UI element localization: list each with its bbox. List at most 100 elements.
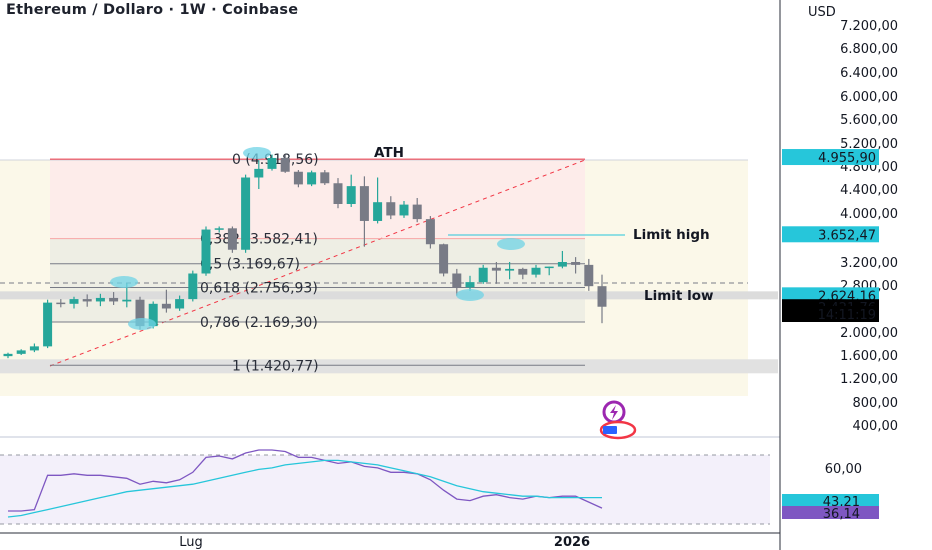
fib-level-label: 0,618 (2.756,93) xyxy=(200,281,318,297)
candle-body xyxy=(557,262,567,267)
fib-level-label: 1 (1.420,77) xyxy=(232,358,319,374)
candle-body xyxy=(333,183,343,204)
candle-body xyxy=(188,273,198,300)
candle-body xyxy=(307,172,317,185)
candle-body xyxy=(161,303,171,309)
highlight-marker xyxy=(456,289,484,301)
chart-icons[interactable] xyxy=(599,400,637,440)
price-axis[interactable]: USD 7.200,00 6.800,00 6.400,00 6.000,00 5.600… xyxy=(179,5,898,550)
price-tick-label: 800,00 xyxy=(853,396,899,411)
time-tick-label: Lug xyxy=(179,535,203,550)
rsi-pane xyxy=(0,449,770,525)
highlight-marker xyxy=(110,276,138,288)
rsi-band xyxy=(0,455,770,524)
price-tick-label: 6.000,00 xyxy=(840,90,898,105)
candle-body xyxy=(478,267,488,283)
price-tick-label: 6.800,00 xyxy=(840,42,898,57)
fib-level-label: 0,5 (3.169,67) xyxy=(200,257,300,273)
candle-body xyxy=(214,228,224,230)
chart-title: Ethereum / Dollaro · 1W · Coinbase xyxy=(6,2,299,18)
candle-body xyxy=(597,286,607,307)
candle-body xyxy=(386,202,396,216)
fib-level-label: 0,786 (2.169,30) xyxy=(200,315,318,331)
candle-body xyxy=(16,350,26,354)
candles xyxy=(3,147,607,359)
candle-body xyxy=(280,157,290,172)
highlight-marker xyxy=(243,147,271,159)
candle-body xyxy=(518,268,528,275)
price-tick-label: 7.200,00 xyxy=(840,19,898,34)
annotation-label: ATH xyxy=(374,145,404,161)
price-tick-label: 3.200,00 xyxy=(840,256,898,271)
candle-body xyxy=(465,282,475,288)
price-tick-label: 6.400,00 xyxy=(840,66,898,81)
time-tick-label: 2026 xyxy=(554,535,590,550)
rsi-tick-label: 60,00 xyxy=(825,462,862,477)
price-tick-label: 5.200,00 xyxy=(840,137,898,152)
fib-level-label: 0,382 (3.582,41) xyxy=(200,232,318,248)
limit-low-band xyxy=(0,291,778,300)
price-tick-label: 2.000,00 xyxy=(840,326,898,341)
price-tick-label: 1.200,00 xyxy=(840,372,898,387)
annotations: ATH Limit high Limit low xyxy=(374,145,713,304)
price-tag xyxy=(782,149,879,166)
fib-zone-top xyxy=(50,159,585,239)
rsi_ma-line xyxy=(7,459,602,518)
candle-body xyxy=(148,303,158,327)
annotation-label: Limit high xyxy=(633,227,710,243)
candle-body xyxy=(122,299,132,302)
candle-body xyxy=(346,186,356,204)
candle-body xyxy=(175,299,185,309)
price-tag xyxy=(782,226,879,243)
candle-body xyxy=(584,264,594,287)
candle-body xyxy=(135,299,145,327)
fib-zone-bottom-band xyxy=(0,359,778,374)
currency-label: USD xyxy=(808,5,836,20)
candle-body xyxy=(56,302,66,305)
candle-body xyxy=(293,171,303,185)
candle-body xyxy=(201,229,211,274)
price-tick-label: 4.400,00 xyxy=(840,183,898,198)
price-tag-label: 4.955,90 xyxy=(818,151,876,166)
price-tag xyxy=(782,306,879,322)
lightning-glyph-icon xyxy=(610,405,618,420)
rsi-line xyxy=(8,449,603,512)
candle-body xyxy=(544,266,554,269)
candle-body xyxy=(29,346,39,351)
price-tick-label: 400,00 xyxy=(853,419,899,434)
price-tag-label: 3.652,47 xyxy=(818,228,876,243)
candle-body xyxy=(505,268,515,271)
candle-body xyxy=(571,262,581,265)
candle-body xyxy=(95,297,105,302)
candle-body xyxy=(425,219,435,245)
candle-body xyxy=(452,273,462,288)
rsi-value-tag xyxy=(782,506,879,519)
candle-body xyxy=(43,302,53,347)
candle-body xyxy=(241,177,251,250)
candle-body xyxy=(491,267,501,271)
candle-body xyxy=(399,204,409,216)
rsi-value-tag xyxy=(782,494,879,507)
highlight-marker xyxy=(128,318,156,330)
price-tag-label: 14:11:19 xyxy=(818,308,876,323)
price-tick-label: 5.600,00 xyxy=(840,113,898,128)
candle-body xyxy=(3,353,13,357)
candle-body xyxy=(373,202,383,221)
candle-body xyxy=(82,299,92,302)
candle-body xyxy=(267,157,277,169)
candle-body xyxy=(439,244,449,274)
annotation-label: Limit low xyxy=(644,288,713,304)
candle-body xyxy=(227,228,237,250)
candle-body xyxy=(69,299,79,304)
candle-body xyxy=(320,172,330,184)
rsi-value-label: 36,14 xyxy=(823,507,860,522)
candle-body xyxy=(359,186,369,221)
earnings-box-icon xyxy=(603,426,617,434)
candle-body xyxy=(254,168,264,178)
fib-retracement-tool[interactable]: 0 (4.918,56)0,382 (3.582,41)0,5 (3.169,6… xyxy=(0,152,778,396)
candle-body xyxy=(531,267,541,275)
price-tick-label: 1.600,00 xyxy=(840,349,898,364)
candle-body xyxy=(412,204,422,220)
price-tick-label: 4.000,00 xyxy=(840,207,898,222)
